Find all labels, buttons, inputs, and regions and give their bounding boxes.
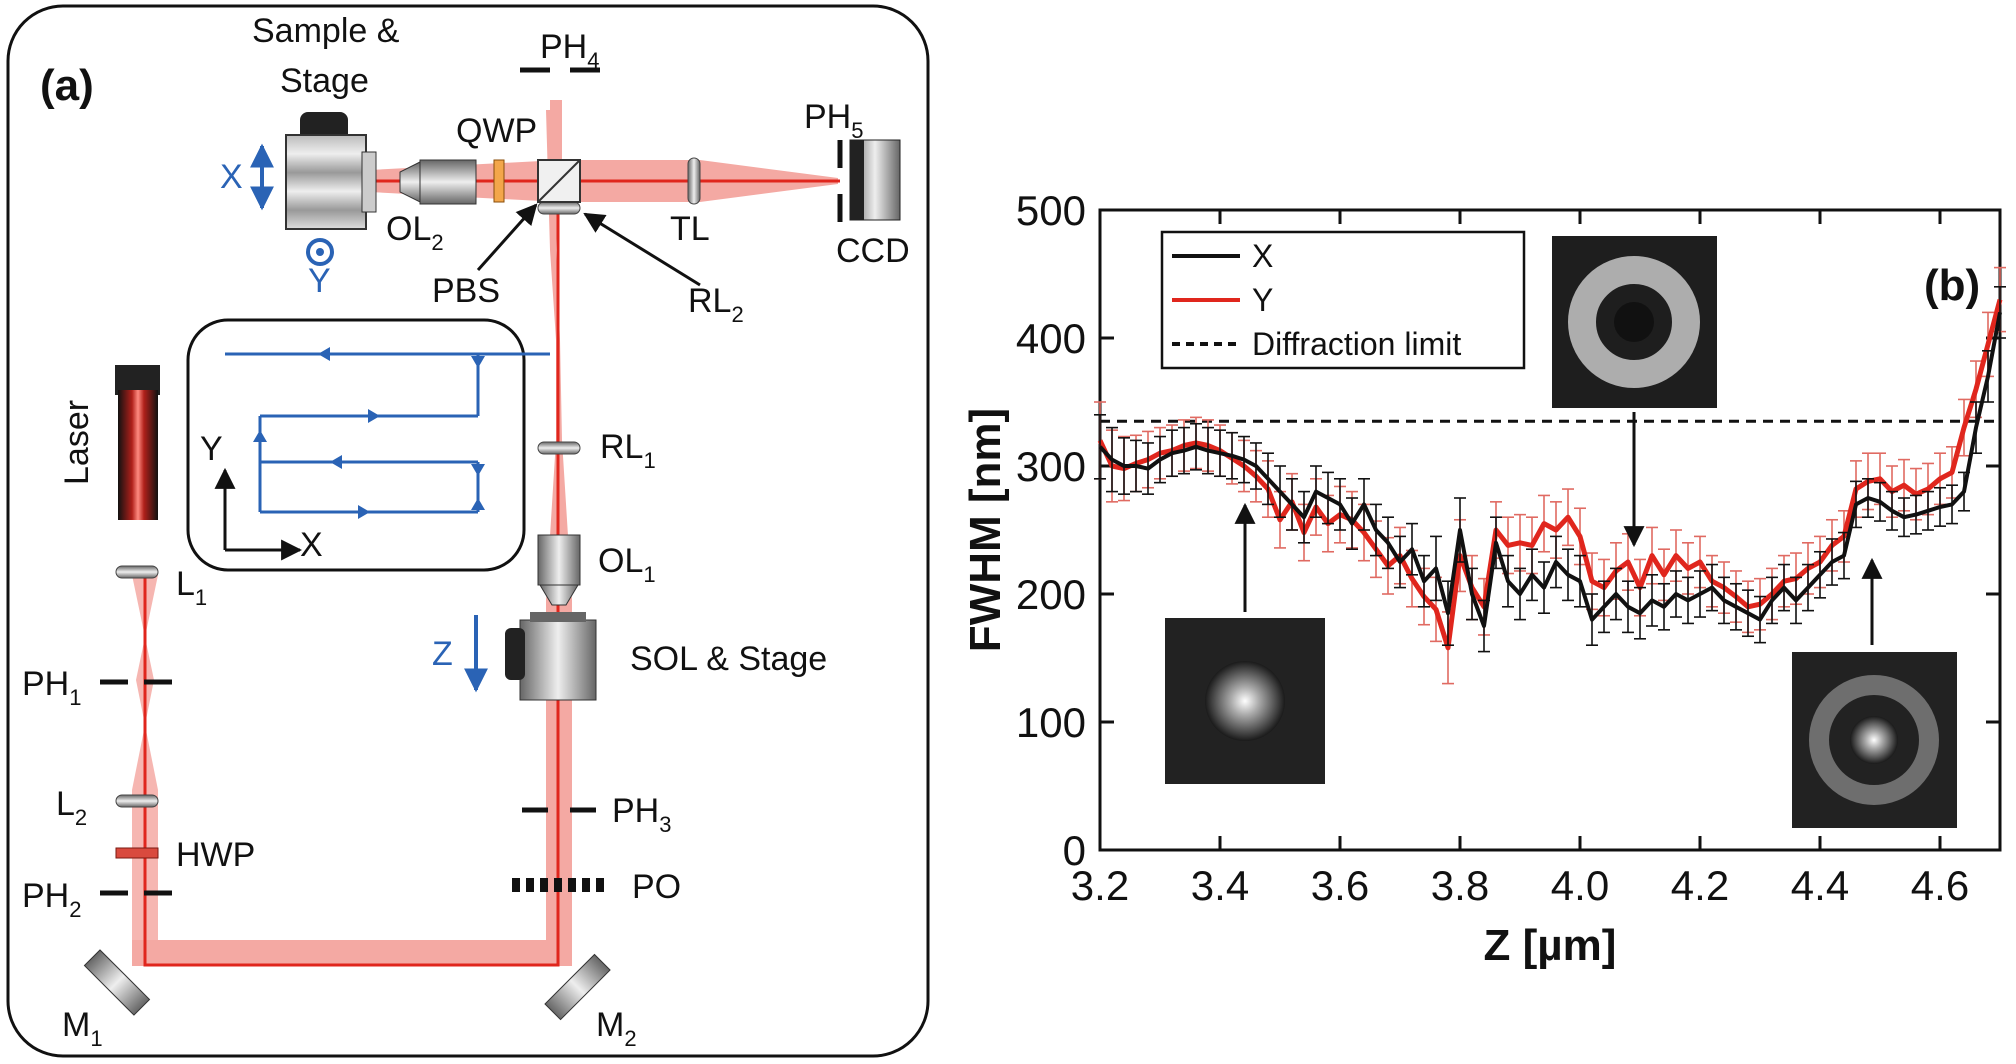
label-m2: M2 [596, 1006, 637, 1051]
lens-rl1 [537, 441, 581, 455]
y-tick-label: 0 [1063, 827, 1086, 874]
lens-l2 [115, 794, 159, 808]
x-tick-label: 4.4 [1791, 862, 1849, 909]
label-ph1: PH1 [22, 665, 81, 710]
x-tick-label: 3.8 [1431, 862, 1489, 909]
panel-b-letter: (b) [1924, 261, 1980, 310]
series-line-y [1097, 298, 2003, 651]
scan-y-label: Y [200, 430, 223, 468]
label-po: PO [632, 868, 681, 906]
y-tick-label: 100 [1016, 699, 1086, 746]
label-tl: TL [670, 210, 710, 248]
label-ph2: PH2 [22, 877, 81, 922]
sol-stage [505, 612, 597, 701]
label-l1: L1 [176, 565, 207, 610]
label-qwp: QWP [456, 112, 537, 150]
x-tick-label: 3.2 [1071, 862, 1129, 909]
x-axis-title: Z [µm] [1484, 921, 1617, 970]
inset-image-ring-bottom [1792, 652, 1957, 828]
y-ticks: 0 100 200 300 400 500 [1016, 187, 2000, 874]
x-tick-label: 4.2 [1671, 862, 1729, 909]
inset-image-ring-top [1552, 236, 1717, 408]
lens-l1 [115, 565, 159, 579]
label-m1: M1 [62, 1006, 103, 1051]
x-tick-label: 3.6 [1311, 862, 1369, 909]
qwp [493, 159, 505, 203]
laser-source: Laser [58, 365, 160, 520]
pbs-pointer [476, 203, 538, 271]
laser-label: Laser [58, 400, 96, 485]
label-sol-stage: SOL & Stage [630, 640, 827, 678]
scan-pattern-inset: Y X [186, 318, 550, 572]
y-axis-out-of-plane [306, 238, 334, 266]
legend-label-x: X [1252, 238, 1273, 274]
label-sample-stage-1: Sample & [252, 12, 400, 50]
label-ph3: PH3 [612, 792, 671, 837]
hwp [115, 847, 159, 859]
label-ol2: OL2 [386, 210, 444, 255]
objective-ol1 [537, 534, 581, 606]
panel-a-letter: (a) [40, 61, 94, 110]
label-y-axis: Y [308, 262, 331, 300]
legend-label-y: Y [1252, 282, 1273, 318]
label-pbs: PBS [432, 272, 500, 310]
plot-frame [1098, 208, 2002, 852]
y-tick-label: 500 [1016, 187, 1086, 234]
label-ph5: PH5 [804, 98, 863, 143]
y-axis-title: FWHM [nm] [961, 408, 1010, 652]
mirror-m1 [83, 949, 151, 1016]
label-rl1: RL1 [600, 428, 656, 473]
label-l2: L2 [56, 785, 87, 830]
label-ol1: OL1 [598, 542, 656, 587]
mirror-m2 [544, 953, 611, 1021]
ccd-camera [849, 139, 901, 221]
label-rl2: RL2 [688, 282, 744, 327]
label-z-axis: Z [432, 635, 453, 673]
y-tick-label: 300 [1016, 443, 1086, 490]
x-tick-label: 3.4 [1191, 862, 1249, 909]
lens-rl2 [537, 201, 581, 215]
sample-stage [285, 112, 377, 230]
label-sample-stage-2: Stage [280, 62, 369, 100]
label-hwp: HWP [176, 836, 255, 874]
x-tick-label: 4.0 [1551, 862, 1609, 909]
objective-ol2 [399, 159, 477, 205]
panel-a: (a) Laser L1 PH1 L2 HWP [6, 4, 930, 1058]
x-tick-label: 4.6 [1911, 862, 1969, 909]
series-line-x [1098, 312, 2002, 628]
x-ticks: 3.2 3.4 3.6 3.8 4.0 4.2 4.4 4.6 [1071, 210, 1969, 909]
legend-label-diffraction: Diffraction limit [1252, 326, 1461, 362]
y-tick-label: 200 [1016, 571, 1086, 618]
y-tick-label: 400 [1016, 315, 1086, 362]
inset-image-focal-spot [1165, 618, 1325, 784]
scan-x-label: X [300, 526, 323, 564]
panel-b: 0 100 200 300 400 500 3.2 3.4 3.6 3.8 4.0 4.2 4.4 4.… [961, 187, 2006, 970]
lens-tl [687, 157, 701, 205]
pbs-cube [537, 159, 581, 203]
rl2-pointer [583, 212, 701, 287]
label-x-axis: X [220, 158, 243, 196]
series-x [1094, 285, 2006, 653]
label-ccd: CCD [836, 232, 910, 270]
legend: X Y Diffraction limit [1160, 230, 1526, 370]
label-ph4: PH4 [540, 28, 599, 73]
y-axis-dot [316, 248, 324, 256]
